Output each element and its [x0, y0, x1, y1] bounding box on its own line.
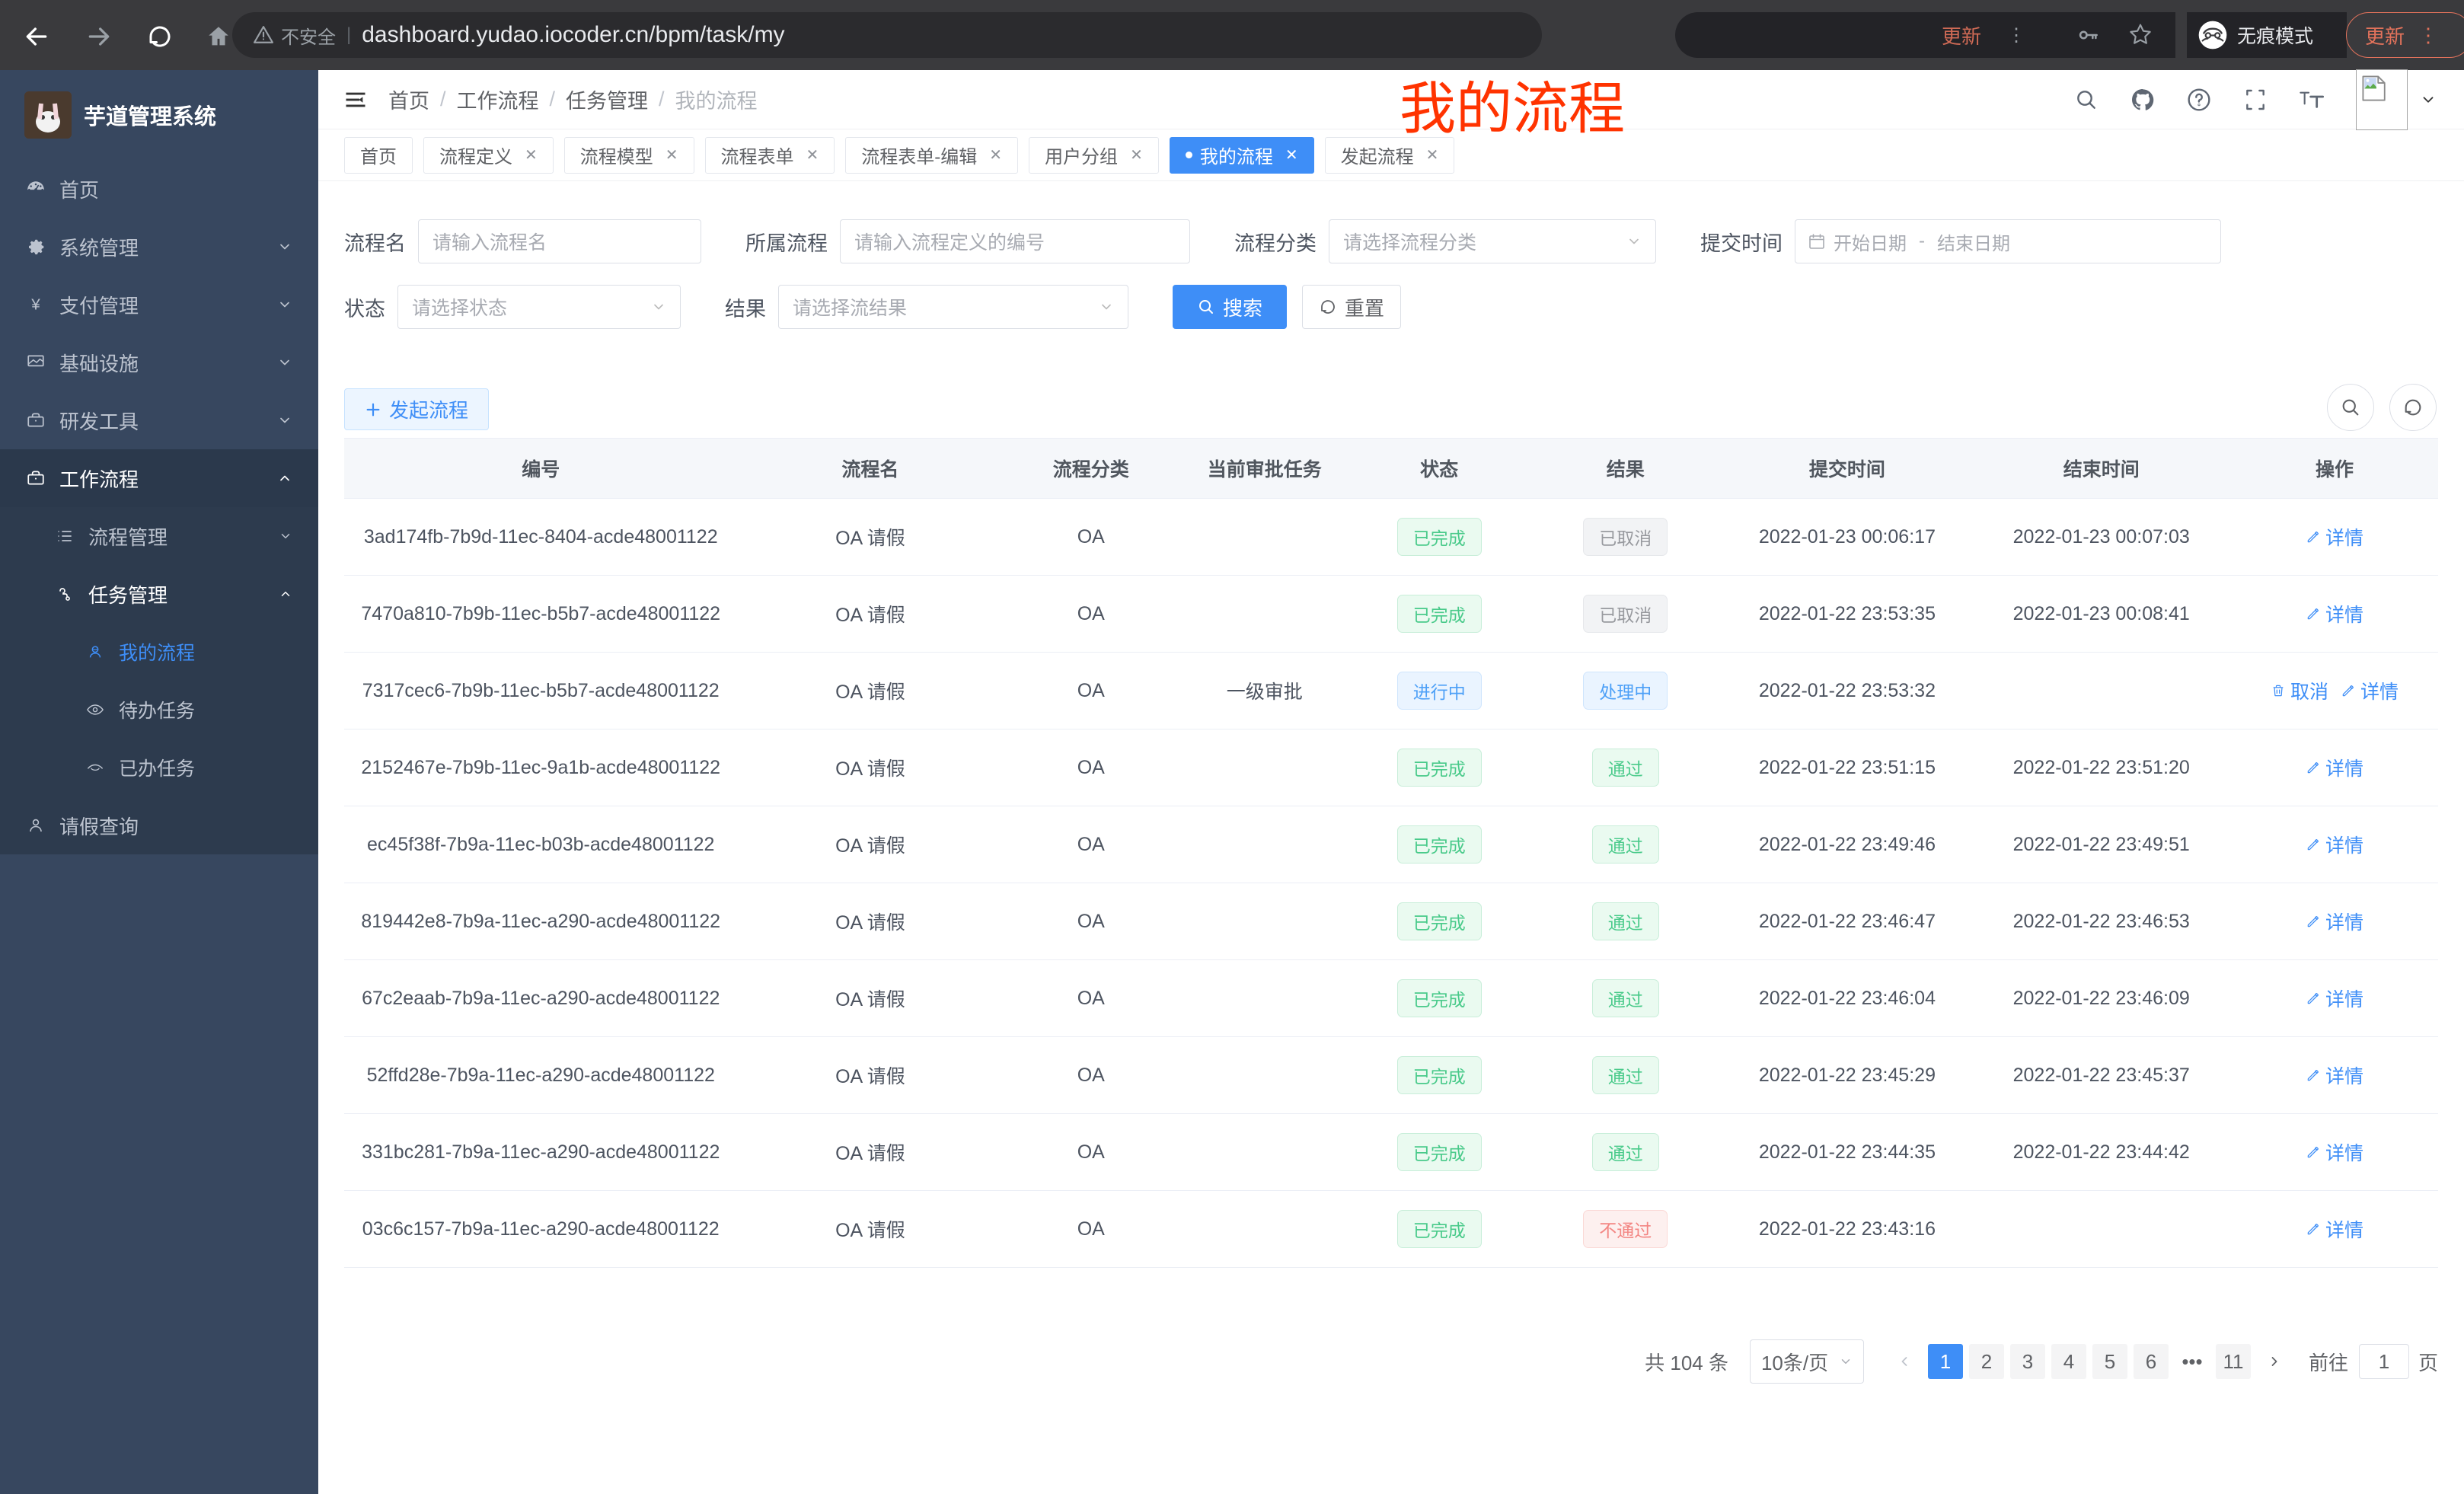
svg-text:¥: ¥: [30, 296, 40, 314]
